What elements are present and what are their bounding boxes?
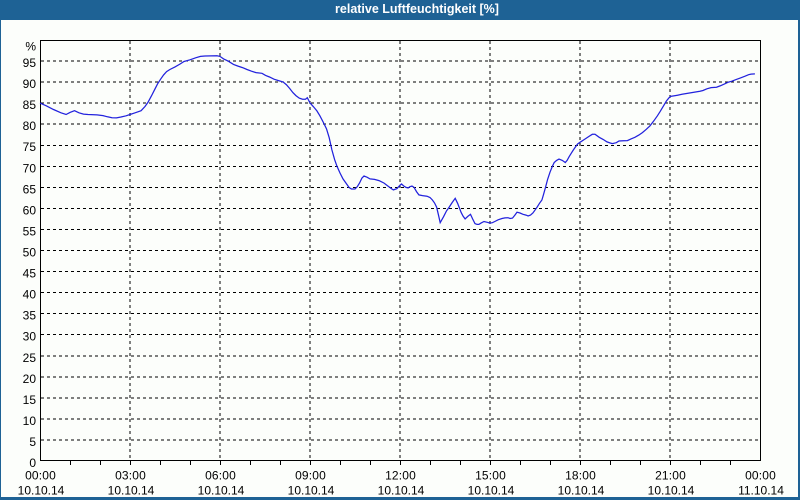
svg-text:35: 35 [23, 309, 37, 323]
svg-text:10.10.14: 10.10.14 [108, 483, 155, 497]
svg-text:10.10.14: 10.10.14 [288, 483, 335, 497]
svg-text:10: 10 [23, 414, 37, 428]
svg-text:%: % [25, 39, 36, 53]
svg-text:45: 45 [23, 267, 37, 281]
svg-text:25: 25 [23, 351, 37, 365]
svg-text:03:00: 03:00 [115, 468, 146, 482]
svg-text:18:00: 18:00 [565, 468, 596, 482]
svg-text:10.10.14: 10.10.14 [198, 483, 245, 497]
svg-text:10.10.14: 10.10.14 [558, 483, 605, 497]
svg-text:12:00: 12:00 [385, 468, 416, 482]
svg-text:00:00: 00:00 [25, 468, 56, 482]
svg-text:10.10.14: 10.10.14 [378, 483, 425, 497]
svg-text:11.10.14: 11.10.14 [738, 483, 784, 497]
svg-text:10.10.14: 10.10.14 [18, 483, 65, 497]
svg-text:60: 60 [23, 203, 37, 217]
svg-text:40: 40 [23, 288, 37, 302]
svg-text:15:00: 15:00 [475, 468, 506, 482]
svg-text:70: 70 [23, 161, 37, 175]
svg-text:85: 85 [23, 98, 37, 112]
svg-text:0: 0 [29, 456, 36, 470]
svg-text:55: 55 [23, 224, 37, 238]
svg-text:30: 30 [23, 330, 37, 344]
svg-text:75: 75 [23, 140, 37, 154]
svg-text:95: 95 [23, 56, 37, 70]
svg-text:65: 65 [23, 182, 37, 196]
svg-text:21:00: 21:00 [655, 468, 686, 482]
svg-text:06:00: 06:00 [205, 468, 236, 482]
svg-text:90: 90 [23, 77, 37, 91]
svg-text:15: 15 [23, 393, 37, 407]
svg-text:50: 50 [23, 246, 37, 260]
svg-text:20: 20 [23, 372, 37, 386]
svg-text:5: 5 [29, 435, 36, 449]
svg-text:09:00: 09:00 [295, 468, 326, 482]
svg-text:10.10.14: 10.10.14 [468, 483, 515, 497]
svg-text:00:00: 00:00 [745, 468, 776, 482]
svg-text:10.10.14: 10.10.14 [648, 483, 695, 497]
svg-text:80: 80 [23, 119, 37, 133]
